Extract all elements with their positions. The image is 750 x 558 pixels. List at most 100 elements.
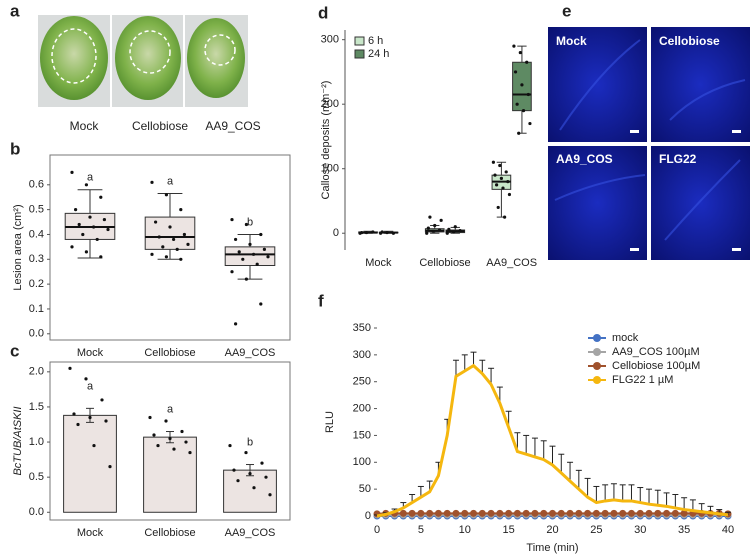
y-tick-label: 0.5 (29, 471, 44, 483)
data-point (77, 222, 81, 227)
significance-letter: b (247, 216, 253, 228)
marker (557, 509, 565, 517)
data-point (437, 228, 442, 232)
data-point (259, 232, 263, 237)
significance-letter: b (247, 436, 253, 448)
caption: FLG22 (659, 152, 697, 166)
data-point (156, 443, 160, 448)
x-axis-title: Time (min) (526, 542, 578, 554)
data-point (70, 245, 74, 249)
data-point (503, 215, 507, 219)
y-tick-label: 100 (321, 163, 339, 175)
y-tick-label: 350 (353, 322, 371, 334)
box (224, 246, 276, 267)
data-point (76, 422, 80, 427)
caption: Mock (70, 119, 100, 133)
data-point (232, 468, 236, 472)
y-axis-title: BcTUB/AtSKII (12, 406, 24, 475)
data-point (84, 377, 88, 381)
micrograph (651, 146, 750, 260)
data-point (259, 302, 263, 306)
data-point (244, 222, 248, 227)
marker (496, 509, 504, 517)
leaf (115, 16, 181, 100)
data-point (148, 415, 152, 420)
x-tick-label: 30 (634, 524, 646, 536)
data-point (241, 257, 245, 261)
y-tick-label: 0.1 (29, 303, 44, 315)
data-point (439, 218, 443, 222)
data-point (491, 160, 495, 164)
data-point (108, 465, 112, 469)
y-tick-label: 0.0 (29, 506, 44, 518)
marker (452, 509, 460, 517)
marker (399, 509, 407, 517)
data-point (364, 230, 369, 235)
scale-bar (732, 130, 741, 133)
y-tick-label: 200 (353, 402, 371, 414)
significance-letter: a (87, 380, 94, 392)
y-tick-label: 300 (353, 349, 371, 361)
data-point (512, 44, 516, 48)
x-tick-label: Cellobiose (144, 527, 195, 539)
marker (610, 509, 618, 517)
scale-bar (630, 130, 639, 133)
data-point (433, 223, 437, 228)
data-point (81, 232, 85, 237)
x-tick-label: Mock (77, 527, 104, 539)
data-point (371, 230, 375, 234)
x-tick-label: AA9_COS (225, 347, 276, 359)
data-point (175, 247, 179, 251)
lesion-outline (51, 28, 97, 84)
legend-marker (593, 334, 601, 342)
y-tick-label: 0 (333, 227, 339, 239)
data-point (152, 433, 156, 437)
data-point (499, 176, 503, 180)
significance-letter: a (87, 172, 94, 184)
vein (554, 39, 746, 241)
data-point (447, 227, 451, 231)
data-point (495, 183, 499, 187)
data-point (230, 217, 234, 222)
data-point (517, 131, 521, 135)
legend-swatch (354, 36, 365, 46)
y-tick-label: 150 (353, 429, 371, 441)
data-point (92, 225, 96, 229)
marker (592, 509, 600, 517)
panel-label: a (10, 1, 20, 20)
data-point (99, 255, 103, 259)
marker (645, 509, 653, 517)
data-point (248, 242, 252, 246)
data-point (186, 242, 190, 246)
marker (636, 509, 644, 517)
marker (584, 509, 592, 517)
x-tick-label: 35 (678, 524, 690, 536)
lesion-outline (129, 30, 171, 74)
data-point (385, 230, 389, 235)
panel-a: a Mock Cellobiose AA9_COS (10, 1, 261, 133)
caption: Mock (556, 34, 587, 48)
data-point (264, 475, 268, 479)
data-point (452, 230, 456, 234)
y-tick-label: 0 (365, 510, 371, 522)
data-point (102, 217, 106, 222)
y-tick-label: 100 (353, 456, 371, 468)
bar (143, 436, 197, 513)
x-tick-label: Cellobiose (419, 257, 470, 269)
marker (408, 509, 416, 517)
legend-label: AA9_COS 100µM (612, 346, 700, 358)
data-point (445, 231, 449, 235)
y-axis-title: Lesion area (cm²) (12, 204, 24, 290)
marker (680, 509, 688, 517)
legend-marker (593, 348, 601, 356)
marker (566, 509, 574, 517)
data-point (234, 322, 238, 326)
plot-frame (49, 154, 291, 341)
x-tick-label: 0 (374, 524, 380, 536)
data-point (164, 255, 168, 259)
y-tick-label: 50 (359, 483, 371, 495)
data-point (431, 229, 435, 233)
panel-label: b (10, 139, 20, 158)
data-point (244, 450, 248, 455)
